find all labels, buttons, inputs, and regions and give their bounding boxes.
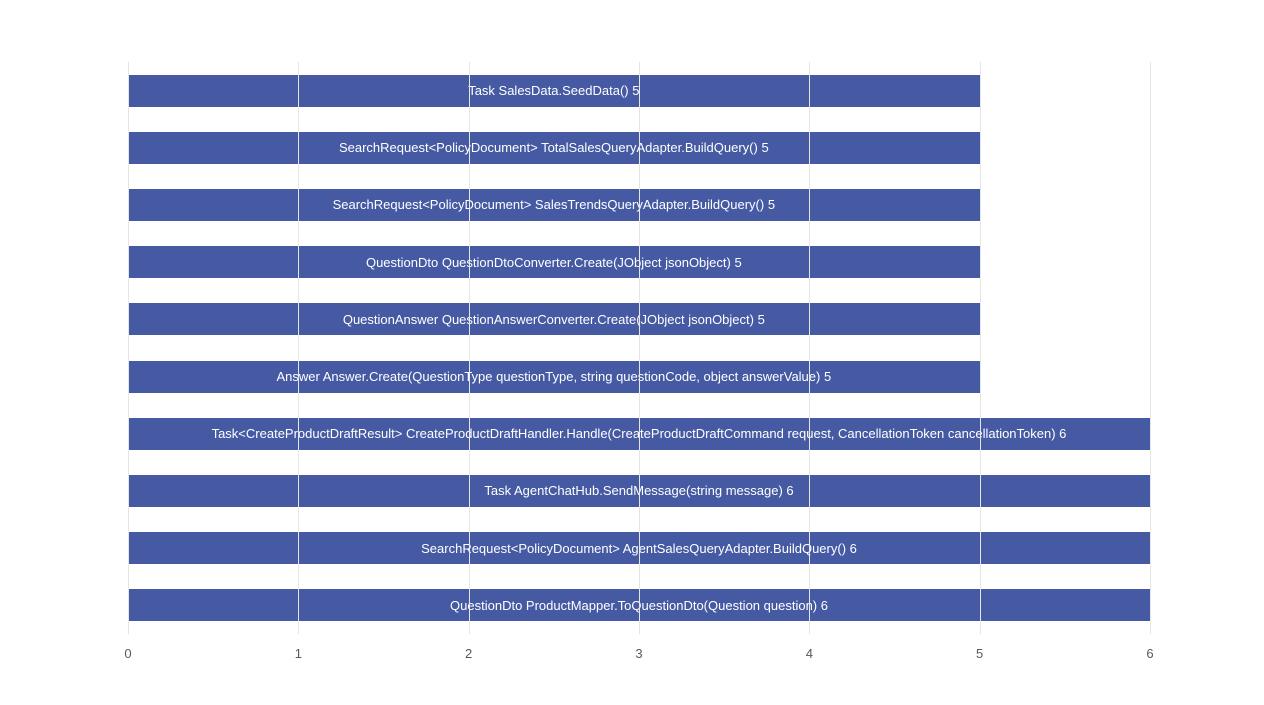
x-tick-label: 4: [806, 646, 813, 661]
x-axis-labels: 0 1 2 3 4 5 6: [0, 646, 1264, 666]
bar[interactable]: Answer Answer.Create(QuestionType questi…: [128, 361, 980, 393]
plot-area: Task SalesData.SeedData() 5 SearchRequest…: [128, 62, 1150, 634]
bar[interactable]: SearchRequest<PolicyDocument> SalesTrend…: [128, 189, 980, 221]
bar[interactable]: QuestionAnswer QuestionAnswerConverter.C…: [128, 303, 980, 335]
bar-label: Task SalesData.SeedData() 5: [462, 83, 645, 98]
bar-label: SearchRequest<PolicyDocument> SalesTrend…: [327, 197, 781, 212]
bar[interactable]: QuestionDto QuestionDtoConverter.Create(…: [128, 246, 980, 278]
bar-label: Answer Answer.Create(QuestionType questi…: [270, 369, 837, 384]
x-tick-label: 0: [124, 646, 131, 661]
gridline: [128, 62, 129, 634]
gridline: [809, 62, 810, 634]
gridline: [1150, 62, 1151, 634]
bar[interactable]: SearchRequest<PolicyDocument> TotalSales…: [128, 132, 980, 164]
x-tick-label: 5: [976, 646, 983, 661]
x-tick-label: 3: [635, 646, 642, 661]
gridline: [980, 62, 981, 634]
bar-label: QuestionDto QuestionDtoConverter.Create(…: [360, 255, 748, 270]
x-tick-label: 2: [465, 646, 472, 661]
gridline: [298, 62, 299, 634]
x-tick-label: 6: [1146, 646, 1153, 661]
gridline: [469, 62, 470, 634]
bar-label: SearchRequest<PolicyDocument> TotalSales…: [333, 140, 775, 155]
bar[interactable]: Task SalesData.SeedData() 5: [128, 75, 980, 107]
bar-label: QuestionAnswer QuestionAnswerConverter.C…: [337, 312, 771, 327]
x-tick-label: 1: [295, 646, 302, 661]
gridline: [639, 62, 640, 634]
chart-container: Task SalesData.SeedData() 5 SearchRequest…: [0, 0, 1264, 705]
